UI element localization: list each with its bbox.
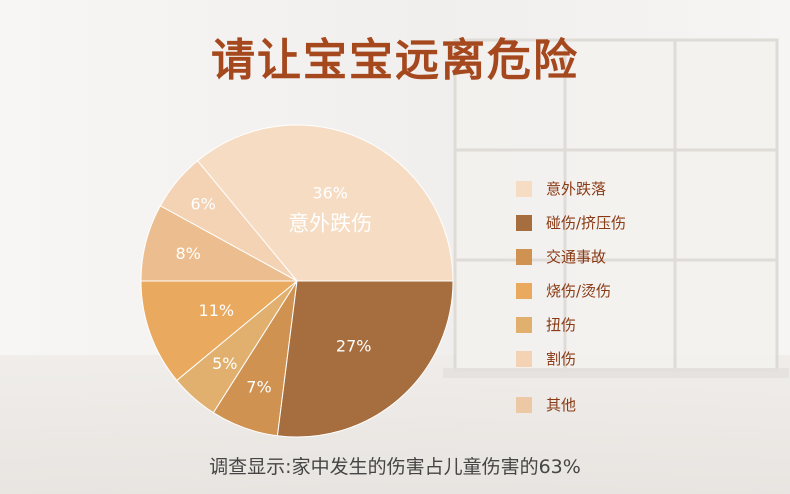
pie-slice <box>196 124 454 282</box>
slice-percent-label: 7% <box>246 378 271 397</box>
survey-footnote: 调查显示:家中发生的伤害占儿童伤害的63% <box>209 456 581 478</box>
legend-label: 意外跌落 <box>546 180 607 198</box>
slice-category-label: 意外跌伤 <box>288 211 372 235</box>
legend-swatch <box>516 316 532 333</box>
pie-slice <box>140 280 299 382</box>
legend-swatch <box>516 282 532 299</box>
legend-swatch <box>516 180 532 197</box>
legend-item: 交通事故 <box>516 246 606 267</box>
slice-percent-label: 11% <box>199 301 235 320</box>
window-icon <box>453 38 779 372</box>
legend-label: 扭伤 <box>546 316 577 334</box>
slice-percent-label: 27% <box>336 336 372 355</box>
legend-swatch <box>516 214 532 231</box>
legend-label: 碰伤/挤压伤 <box>546 214 627 232</box>
legend-label: 烧伤/烫伤 <box>546 282 612 300</box>
slice-percent-label: 6% <box>191 194 216 213</box>
legend-swatch <box>516 248 532 265</box>
legend-swatch <box>516 350 532 367</box>
pie-slice <box>276 280 454 438</box>
legend-label: 其他 <box>546 396 577 414</box>
legend-item: 扭伤 <box>516 314 576 335</box>
legend-item: 烧伤/烫伤 <box>516 280 611 301</box>
legend-item: 其他 <box>516 394 576 415</box>
slice-percent-label: 8% <box>176 244 201 263</box>
legend-item: 割伤 <box>516 348 576 369</box>
legend-label: 交通事故 <box>546 248 607 266</box>
legend-item: 碰伤/挤压伤 <box>516 212 626 233</box>
legend-swatch <box>516 396 532 413</box>
page-title: 请让宝宝远离危险 <box>211 35 579 86</box>
legend-label: 割伤 <box>546 350 577 368</box>
legend-item: 意外跌落 <box>516 178 606 199</box>
slice-percent-label: 36% <box>312 183 348 202</box>
slice-percent-label: 5% <box>212 354 237 373</box>
